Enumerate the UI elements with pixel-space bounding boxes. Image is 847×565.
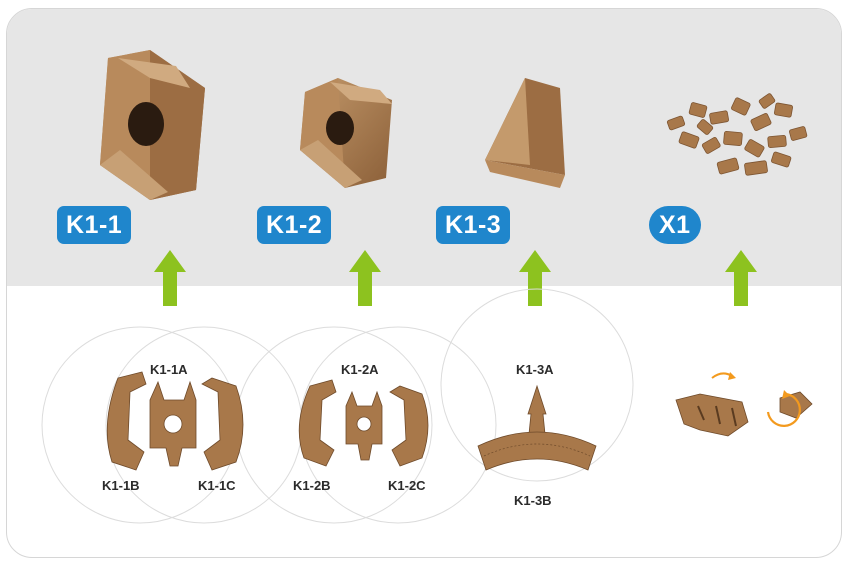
part-label-k1-2b: K1-2B — [293, 478, 331, 493]
k1-1-flat-parts — [106, 371, 244, 471]
kit-badge-k1-1: K1-1 — [57, 206, 132, 244]
product-k1-2-image — [300, 78, 392, 188]
part-label-k1-1c: K1-1C — [198, 478, 236, 493]
up-arrow-icon — [725, 250, 757, 306]
k1-3a-part — [527, 384, 547, 435]
k1-2-flat-parts — [298, 379, 429, 467]
part-label-k1-3a: K1-3A — [516, 362, 554, 377]
part-label-k1-1a: K1-1A — [150, 362, 188, 377]
k1-3b-part — [477, 431, 597, 471]
part-label-k1-2a: K1-2A — [341, 362, 379, 377]
kit-badge-x1: X1 — [649, 206, 701, 244]
kit-badge-k1-2: K1-2 — [257, 206, 332, 244]
x1-connector-illustration — [675, 372, 813, 437]
product-x1-connectors-image — [666, 93, 808, 176]
up-arrow-icon — [349, 250, 381, 306]
rotate-icon — [766, 392, 801, 427]
kit-badge-k1-3: K1-3 — [436, 206, 511, 244]
part-label-k1-3b: K1-3B — [514, 493, 552, 508]
k1-2b-part — [298, 379, 337, 467]
k1-1c-part — [201, 377, 244, 471]
k1-1b-part — [106, 371, 147, 471]
up-arrow-icon — [154, 250, 186, 306]
up-arrow-icon — [519, 250, 551, 306]
k1-2c-part — [389, 385, 429, 467]
part-label-k1-2c: K1-2C — [388, 478, 426, 493]
arrow-group — [154, 250, 757, 306]
product-k1-1-image — [100, 50, 205, 200]
product-k1-3-image — [485, 78, 565, 188]
k1-3-flat-parts — [477, 384, 597, 471]
part-label-k1-1b: K1-1B — [102, 478, 140, 493]
